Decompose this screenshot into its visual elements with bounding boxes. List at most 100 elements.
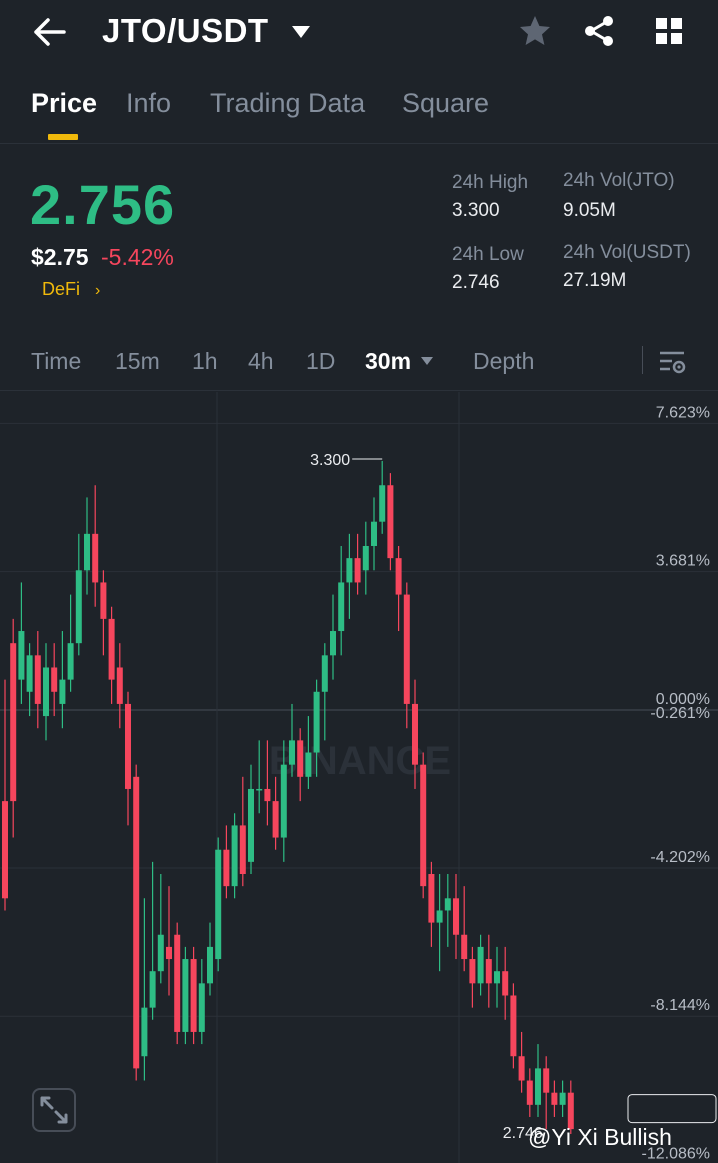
- candle-body: [494, 971, 500, 984]
- candle-body: [387, 485, 394, 559]
- candle-body: [330, 631, 336, 656]
- high-annotation: 3.300: [310, 452, 350, 469]
- candlestick-chart[interactable]: BINANCE 7.623% 3.681% 0.000% -4.202% -8.144%…: [0, 392, 718, 1163]
- candle-body: [157, 934, 164, 972]
- candle-body: [305, 752, 312, 777]
- vol-base-value: 9.05M: [563, 200, 616, 221]
- candle-body: [75, 570, 82, 644]
- candle-body: [100, 582, 107, 619]
- chart-canvas: BINANCE 7.623%3.681%0.000%-4.202%-8.144%…: [0, 392, 718, 1163]
- candle-body: [502, 971, 509, 996]
- candle-body: [174, 934, 181, 1032]
- chart-settings-icon[interactable]: [656, 348, 688, 376]
- y-axis-label: 0.000%: [656, 691, 710, 708]
- candle-body: [10, 643, 17, 802]
- grid-icon[interactable]: [652, 14, 686, 48]
- candle-body: [280, 764, 287, 838]
- candle-body: [420, 764, 427, 887]
- candle-body: [43, 667, 49, 717]
- candle-body: [116, 667, 123, 704]
- candle-body: [412, 703, 418, 765]
- interval-1d[interactable]: 1D: [306, 348, 336, 374]
- y-axis-label: 3.681%: [656, 553, 710, 570]
- candle-body: [51, 667, 58, 692]
- candle-body: [207, 946, 213, 984]
- candle-body: [59, 679, 66, 704]
- candle-body: [485, 959, 492, 984]
- high-label: 24h High: [452, 172, 529, 193]
- pair-title[interactable]: JTO/USDT: [102, 12, 269, 49]
- interval-separator: [642, 346, 643, 374]
- y-axis-label: -12.086%: [642, 1145, 711, 1162]
- last-price-badge: [627, 1094, 717, 1124]
- high-value: 3.300: [452, 200, 500, 221]
- tab-square[interactable]: Square: [402, 88, 490, 118]
- tab-price[interactable]: Price: [31, 88, 98, 118]
- low-label: 24h Low: [452, 244, 524, 265]
- last-price: 2.756: [30, 173, 176, 236]
- low-annotation: 2.746: [503, 1125, 543, 1142]
- usd-price: $2.75: [31, 244, 89, 270]
- candle-body: [354, 558, 361, 583]
- candle-body: [510, 995, 517, 1057]
- back-arrow-icon[interactable]: [30, 14, 70, 50]
- candle-body: [338, 582, 345, 632]
- candle-body: [149, 971, 156, 1008]
- candle-body: [272, 801, 279, 838]
- candle-body: [543, 1068, 550, 1093]
- vol-quote-value: 27.19M: [563, 270, 627, 291]
- candle-body: [67, 643, 74, 680]
- interval-1h[interactable]: 1h: [192, 348, 218, 374]
- tabs-divider: [0, 143, 718, 144]
- interval-depth[interactable]: Depth: [473, 348, 535, 374]
- top-bar: JTO/USDT: [0, 0, 718, 66]
- category-tag[interactable]: DeFi: [42, 279, 81, 299]
- candle-body: [26, 655, 33, 692]
- candle-body: [182, 959, 189, 1032]
- interval-15m[interactable]: 15m: [115, 348, 160, 374]
- interval-time[interactable]: Time: [31, 348, 82, 374]
- candle-body: [256, 788, 263, 791]
- caret-down-icon[interactable]: [420, 353, 434, 365]
- candle-body: [371, 521, 377, 546]
- y-axis-label: -8.144%: [650, 997, 710, 1014]
- caret-down-icon[interactable]: [290, 24, 312, 40]
- vol-quote-label: 24h Vol(USDT): [563, 242, 691, 263]
- chart-top-divider: [0, 390, 718, 391]
- candle-body: [403, 594, 410, 704]
- candle-body: [141, 1007, 148, 1057]
- candle-body: [346, 558, 353, 583]
- active-tab-indicator: [48, 134, 78, 140]
- expand-arrows-icon[interactable]: [32, 1088, 76, 1132]
- candle-body: [313, 691, 320, 753]
- y-axis-label: 7.623%: [656, 404, 710, 421]
- candle-body: [125, 703, 131, 789]
- interval-4h[interactable]: 4h: [248, 348, 274, 374]
- candle-body: [215, 849, 222, 960]
- tab-trading-data[interactable]: Trading Data: [210, 88, 366, 118]
- candle-body: [428, 874, 435, 923]
- tab-info[interactable]: Info: [126, 88, 172, 118]
- chevron-right-icon[interactable]: ›: [95, 282, 101, 299]
- candle-body: [190, 959, 197, 1032]
- candle-body: [198, 983, 205, 1032]
- candle-body: [18, 631, 25, 680]
- candle-body: [436, 910, 443, 923]
- candle-body: [289, 740, 295, 765]
- candle-body: [34, 655, 41, 704]
- candle-body: [559, 1092, 566, 1105]
- vol-base-label: 24h Vol(JTO): [563, 170, 675, 191]
- candle-body: [264, 788, 271, 802]
- star-icon[interactable]: [518, 14, 552, 48]
- candle-body: [444, 898, 451, 911]
- candle-body: [379, 485, 386, 522]
- y-axis-label: -4.202%: [650, 849, 710, 866]
- change-percent: -5.42%: [101, 244, 174, 270]
- candle-body: [2, 801, 8, 899]
- candle-body: [84, 533, 90, 571]
- candle-body: [477, 946, 484, 984]
- interval-30m[interactable]: 30m: [365, 348, 412, 374]
- share-icon[interactable]: [582, 14, 616, 48]
- candle-body: [239, 825, 246, 875]
- candle-body: [231, 825, 238, 887]
